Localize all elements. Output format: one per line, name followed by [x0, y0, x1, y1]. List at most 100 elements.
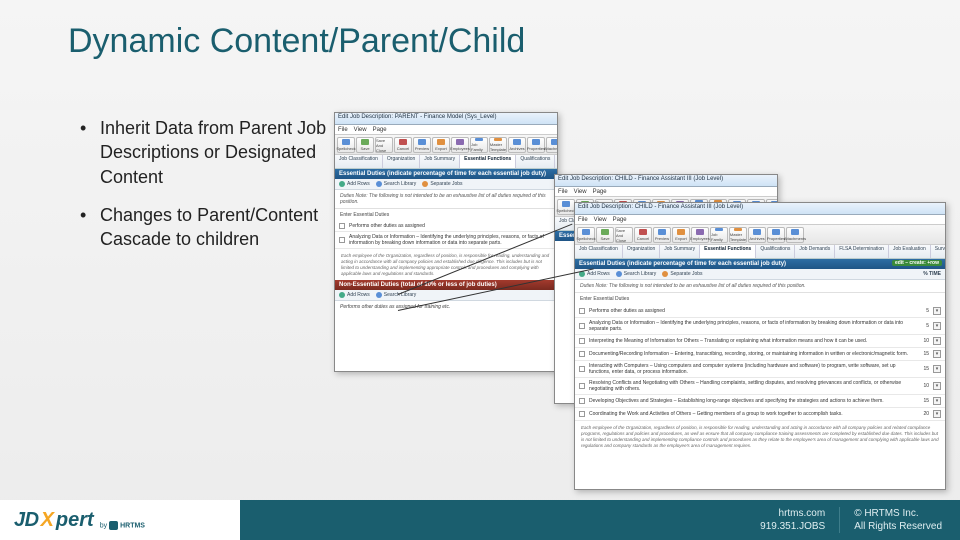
toolbar-button-master-template[interactable]: Master Template [489, 137, 507, 153]
sub-toolbar: Add Rows Search Library Separate Jobs [335, 179, 557, 190]
row-checkbox[interactable] [579, 366, 585, 372]
tab-survey-evaluation[interactable]: Survey Evaluation [931, 245, 945, 258]
row-checkbox[interactable] [579, 351, 585, 357]
logo-jd: JD [14, 509, 39, 532]
toolbar-button-save[interactable]: Save [356, 137, 374, 153]
menu-item[interactable]: Page [613, 217, 627, 223]
tab-flsa-determination[interactable]: FLSA Determination [835, 245, 889, 258]
row-dropdown-icon[interactable]: ▾ [933, 382, 941, 390]
toolbar-button-save-and-close[interactable]: Save And Close [615, 227, 633, 243]
tab-job-demands[interactable]: Job Demands [555, 155, 557, 168]
tab-job-summary[interactable]: Job Summary [420, 155, 460, 168]
add-rows-button[interactable]: Add Rows [339, 181, 370, 187]
menu-item[interactable]: File [578, 217, 588, 223]
footer: JDXpert by HRTMS hrtms.com 919.351.JOBS … [0, 500, 960, 540]
menu-item[interactable]: View [594, 217, 607, 223]
toolbar-button-properties[interactable]: Properties [527, 137, 545, 153]
toolbar-button-export[interactable]: Export [432, 137, 450, 153]
search-library-button[interactable]: Search Library [616, 271, 657, 277]
toolbar-button-save-and-close[interactable]: Save And Close [375, 137, 393, 153]
footer-logo: JDXpert by HRTMS [0, 500, 240, 540]
menu-item[interactable]: Page [593, 189, 607, 195]
toolbar-button-cancel[interactable]: Cancel [634, 227, 652, 243]
row-checkbox[interactable] [579, 308, 585, 314]
table-row: Developing Objectives and Strategies – E… [575, 395, 945, 408]
row-checkbox[interactable] [579, 338, 585, 344]
row-percent: 5 [913, 323, 929, 329]
toolbar-button-properties[interactable]: Properties [767, 227, 785, 243]
toolbar-button-save[interactable]: Save [596, 227, 614, 243]
tab-essential-functions[interactable]: Essential Functions [700, 245, 756, 258]
row-text: Developing Objectives and Strategies – E… [589, 398, 909, 404]
menu-item[interactable]: View [354, 127, 367, 133]
row-percent: 10 [913, 338, 929, 344]
child-footnote: Each employee of the Organization, regar… [575, 421, 945, 452]
menu-item[interactable]: View [574, 189, 587, 195]
toolbar-button-master-template[interactable]: Master Template [729, 227, 747, 243]
tab-job-summary[interactable]: Job Summary [660, 245, 700, 258]
menu-item[interactable]: File [338, 127, 348, 133]
row-dropdown-icon[interactable]: ▾ [933, 322, 941, 330]
row-dropdown-icon[interactable]: ▾ [933, 397, 941, 405]
toolbar-button-attachments[interactable]: Attachments [546, 137, 557, 153]
toolbar-button-employees[interactable]: Employees [451, 137, 469, 153]
duties-note: Duties Note: The following is not intend… [575, 280, 945, 293]
window-menubar: File View Page [555, 187, 777, 197]
toolbar-button-cancel[interactable]: Cancel [394, 137, 412, 153]
tab-organization[interactable]: Organization [623, 245, 660, 258]
section-header-essential: Essential Duties (indicate percentage of… [335, 169, 557, 179]
bullet-list: Inherit Data from Parent Job Description… [78, 116, 328, 265]
toolbar-button-spellcheck[interactable]: Spellcheck [557, 199, 575, 215]
tab-job-demands[interactable]: Job Demands [795, 245, 835, 258]
tab-qualifications[interactable]: Qualifications [756, 245, 795, 258]
row-dropdown-icon[interactable]: ▾ [933, 337, 941, 345]
row-checkbox[interactable] [579, 398, 585, 404]
row-checkbox[interactable] [579, 323, 585, 329]
footer-bar: hrtms.com 919.351.JOBS © HRTMS Inc. All … [240, 500, 960, 540]
tab-job-classification[interactable]: Job Classification [335, 155, 383, 168]
menu-item[interactable]: Page [373, 127, 387, 133]
tab-job-classification[interactable]: Job Classification [575, 245, 623, 258]
add-rows-button[interactable]: Add Rows [579, 271, 610, 277]
toolbar-button-preview[interactable]: Preview [653, 227, 671, 243]
edit-badge[interactable]: edit – create: +row [892, 260, 942, 266]
separate-jobs-button[interactable]: Separate Jobs [662, 271, 702, 277]
row-checkbox[interactable] [579, 411, 585, 417]
toolbar-button-preview[interactable]: Preview [413, 137, 431, 153]
row-dropdown-icon[interactable]: ▾ [933, 307, 941, 315]
toolbar-button-export[interactable]: Export [672, 227, 690, 243]
row-dropdown-icon[interactable]: ▾ [933, 350, 941, 358]
row-checkbox[interactable] [339, 223, 345, 229]
copyright-line: All Rights Reserved [854, 520, 942, 533]
tab-organization[interactable]: Organization [383, 155, 420, 168]
toolbar-button-job-family[interactable]: Job Family [470, 137, 488, 153]
bullet-item: Changes to Parent/Content Cascade to chi… [78, 203, 328, 252]
search-library-button[interactable]: Search Library [376, 181, 417, 187]
toolbar-button-attachments[interactable]: Attachments [786, 227, 804, 243]
window-titlebar: Edit Job Description: CHILD - Finance As… [575, 203, 945, 215]
search-library-button[interactable]: Search Library [376, 292, 417, 298]
toolbar-button-archives[interactable]: Archives [748, 227, 766, 243]
tab-job-evaluation[interactable]: Job Evaluation [889, 245, 931, 258]
separate-jobs-button[interactable]: Separate Jobs [422, 181, 462, 187]
window-titlebar: Edit Job Description: CHILD - Finance As… [555, 175, 777, 187]
row-checkbox[interactable] [339, 237, 345, 243]
toolbar-button-spellcheck[interactable]: Spellcheck [577, 227, 595, 243]
table-row: Analyzing Data or Information – Identify… [575, 318, 945, 335]
add-rows-button[interactable]: Add Rows [339, 292, 370, 298]
row-checkbox[interactable] [579, 383, 585, 389]
row-dropdown-icon[interactable]: ▾ [933, 410, 941, 418]
row-text: Interpreting the Meaning of Information … [589, 338, 909, 344]
logo-pert: pert [56, 509, 94, 532]
tab-qualifications[interactable]: Qualifications [516, 155, 555, 168]
toolbar-button-job-family[interactable]: Job Family [710, 227, 728, 243]
toolbar-button-archives[interactable]: Archives [508, 137, 526, 153]
row-dropdown-icon[interactable]: ▾ [933, 365, 941, 373]
table-row: Interpreting the Meaning of Information … [575, 335, 945, 348]
row-text: Analyzing Data or Information – Identify… [589, 320, 909, 332]
toolbar-button-employees[interactable]: Employees [691, 227, 709, 243]
menu-item[interactable]: File [558, 189, 568, 195]
tab-essential-functions[interactable]: Essential Functions [460, 155, 516, 168]
toolbar-button-spellcheck[interactable]: Spellcheck [337, 137, 355, 153]
row-text: Performs other duties as assigned [349, 223, 553, 229]
